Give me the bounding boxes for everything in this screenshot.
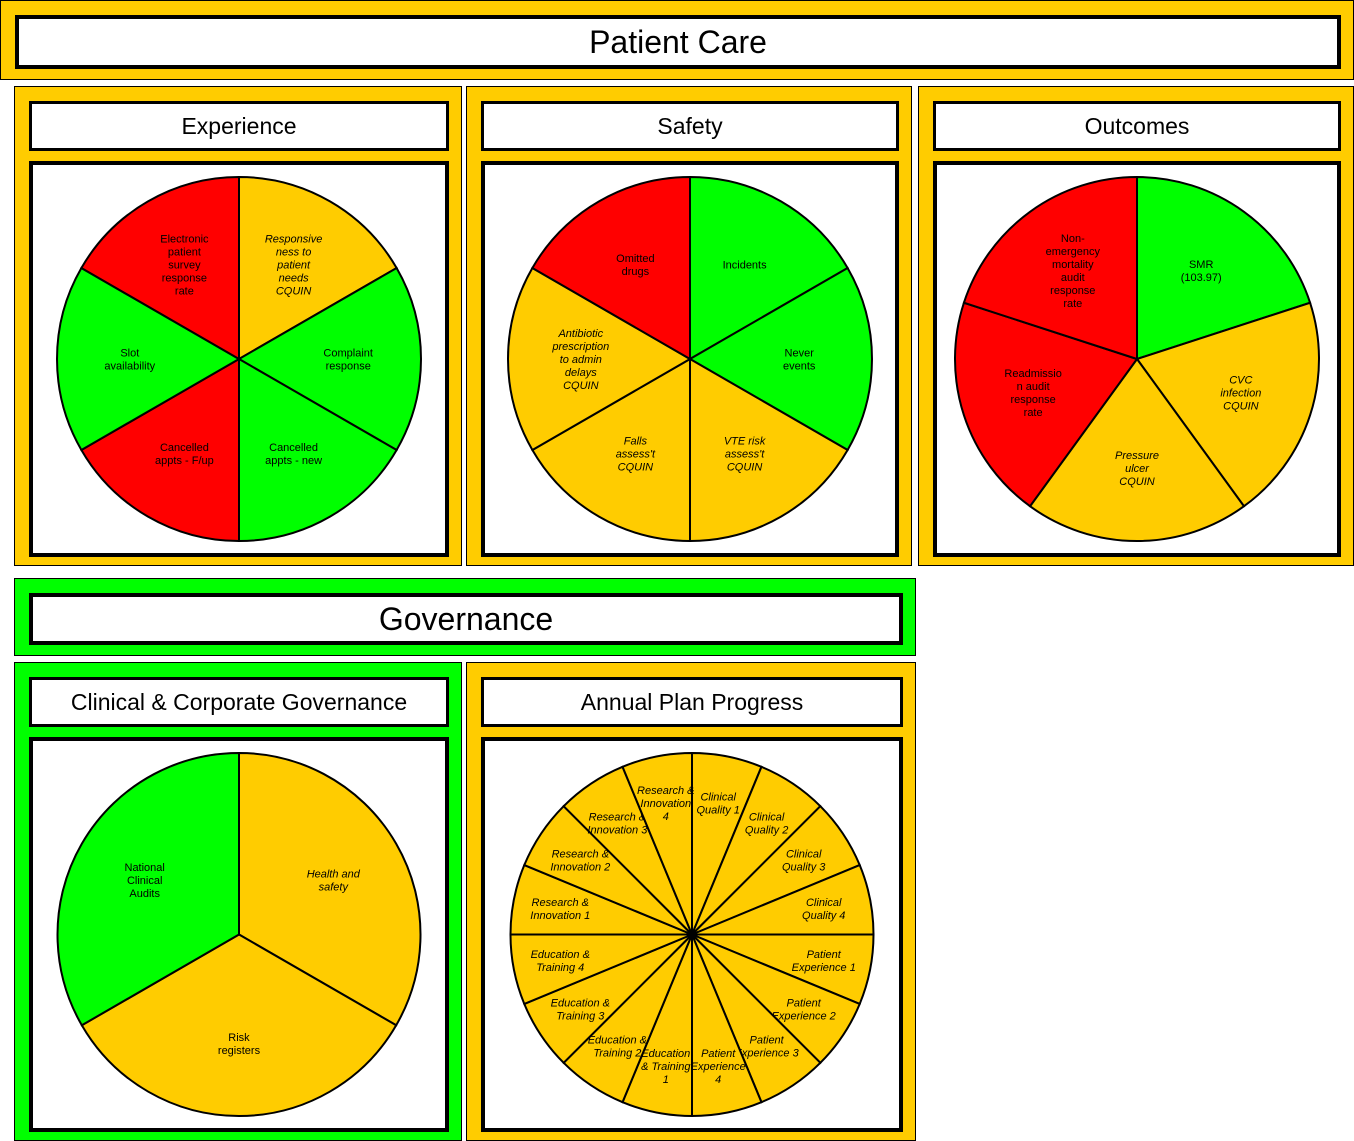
chart-area: Health and safety Risk registers National Cli… [29, 737, 449, 1132]
pie-chart: Health and safety Risk registers National Cli… [56, 751, 422, 1117]
slice-label: Research & Innovation 3 [587, 811, 648, 836]
slice-label: Research & Innovation 1 [530, 897, 590, 922]
chart-area: Clinical Quality 1 Clinical Quality 2 Clinic… [481, 737, 903, 1132]
slice-label: Complaint response [323, 348, 373, 373]
slice-label: Readmissio n audit response rate [1004, 368, 1061, 419]
pie-slice [56, 751, 240, 1027]
panel: Safety Incidents Never events VTE risk assess… [466, 86, 912, 566]
pie-slice [954, 301, 1139, 508]
slice-label: Antibiotic prescription to admin delays CQUI… [551, 328, 609, 392]
pie-slice [1135, 301, 1320, 508]
panel-title: Clinical & Corporate Governance [29, 677, 449, 727]
pie-slice [238, 175, 398, 361]
panel-title: Annual Plan Progress [481, 677, 903, 727]
panel: Annual Plan Progress Clinical Quality 1 Cli… [466, 662, 916, 1141]
pie-slice [689, 175, 849, 361]
slice-label: Education & Training 4 [531, 949, 590, 974]
slice-label: Falls assess't CQUIN [616, 436, 656, 474]
slice-label: Slot availability [104, 348, 155, 373]
slice-label: Incidents [723, 259, 768, 271]
slice-label: Cancelled appts - F/up [155, 442, 214, 467]
slice-label: Omitted drugs [616, 253, 655, 278]
slice-label: Education & Training 1 [641, 1048, 691, 1086]
slice-label: Patient Experience 4 [691, 1048, 746, 1086]
panel: Experience Responsive ness to patient needs C… [14, 86, 462, 566]
pie-slice [1136, 175, 1312, 361]
slice-label: Patient Experience 3 [735, 1035, 800, 1060]
slice-label: Health and safety [307, 869, 361, 894]
panel-title: Outcomes [933, 101, 1341, 151]
section-title: Governance [29, 593, 903, 645]
pie-slice [1028, 357, 1246, 542]
pie-slice [238, 751, 422, 1027]
panel-title: Safety [481, 101, 899, 151]
slice-label: Electronic patient survey response rate [160, 233, 209, 297]
slice-label: VTE risk assess't CQUIN [724, 436, 766, 474]
panel: Outcomes SMR (103.97) CVC infection CQUIN Pres… [918, 86, 1354, 566]
pie-slice [687, 266, 873, 452]
pie-slice [531, 175, 691, 361]
pie-slice [56, 266, 241, 452]
slice-label: Research & Innovation 2 [550, 848, 610, 873]
slice-label: Clinical Quality 1 [696, 791, 739, 816]
slice-label: Patient Experience 1 [792, 949, 856, 974]
pie-slice [689, 357, 849, 543]
pie-chart: Responsive ness to patient needs CQUIN Compla… [56, 175, 422, 543]
pie-slice [507, 266, 692, 452]
slice-label: Education & Training 3 [551, 998, 610, 1023]
pie-slice [236, 266, 422, 452]
section-title: Patient Care [15, 15, 1341, 69]
pie-slice [238, 357, 398, 543]
panel-title: Experience [29, 101, 449, 151]
slice-label: Non-emergency mortality audit response rate [1046, 233, 1101, 310]
slice-label: Clinical Quality 3 [782, 848, 826, 873]
pie-slice [621, 751, 693, 935]
slice-label: Research & Innovation 4 [637, 785, 694, 823]
pie-slice [962, 175, 1138, 361]
pie-chart: SMR (103.97) CVC infection CQUIN Pressure ulce… [954, 175, 1320, 542]
panel: Clinical & Corporate Governance Health an… [14, 662, 462, 1141]
section-band: Governance [14, 578, 916, 656]
chart-area: Responsive ness to patient needs CQUIN Compla… [29, 161, 449, 557]
slice-label: Responsive ness to patient needs CQUIN [265, 233, 322, 297]
chart-area: SMR (103.97) CVC infection CQUIN Pressure ulce… [933, 161, 1341, 557]
slice-label: Risk registers [218, 1032, 261, 1057]
pie-slice [80, 357, 240, 543]
slice-label: Clinical Quality 2 [745, 811, 788, 836]
pie-slice [531, 357, 691, 543]
slice-label: CVC infection CQUIN [1220, 375, 1261, 413]
slice-label: Clinical Quality 4 [802, 897, 845, 922]
slice-label: Pressure ulcer CQUIN [1115, 450, 1159, 488]
slice-label: Patient Experience 2 [772, 998, 836, 1023]
section-band: Patient Care [0, 0, 1354, 80]
slice-label: SMR (103.97) [1181, 259, 1222, 284]
pie-chart: Incidents Never events VTE risk assess't CQUI… [507, 175, 873, 543]
chart-area: Incidents Never events VTE risk assess't CQUI… [481, 161, 899, 557]
slice-label: Education & Training 2 [588, 1035, 647, 1060]
slice-label: Never events [783, 348, 816, 373]
pie-slice [80, 175, 240, 361]
slice-label: Cancelled appts - new [265, 442, 322, 467]
slice-label: National Clinical Audits [125, 862, 165, 900]
